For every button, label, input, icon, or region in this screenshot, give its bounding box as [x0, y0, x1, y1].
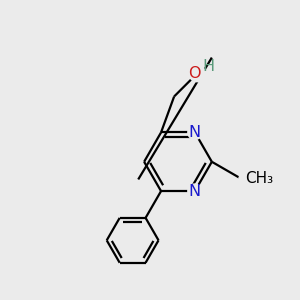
Text: O: O	[188, 66, 201, 81]
Circle shape	[188, 184, 202, 198]
Text: H: H	[202, 59, 214, 74]
Circle shape	[239, 171, 256, 188]
Text: CH₃: CH₃	[245, 171, 274, 186]
Text: N: N	[189, 184, 201, 199]
Circle shape	[189, 65, 206, 82]
Text: N: N	[189, 125, 201, 140]
Circle shape	[188, 125, 202, 140]
